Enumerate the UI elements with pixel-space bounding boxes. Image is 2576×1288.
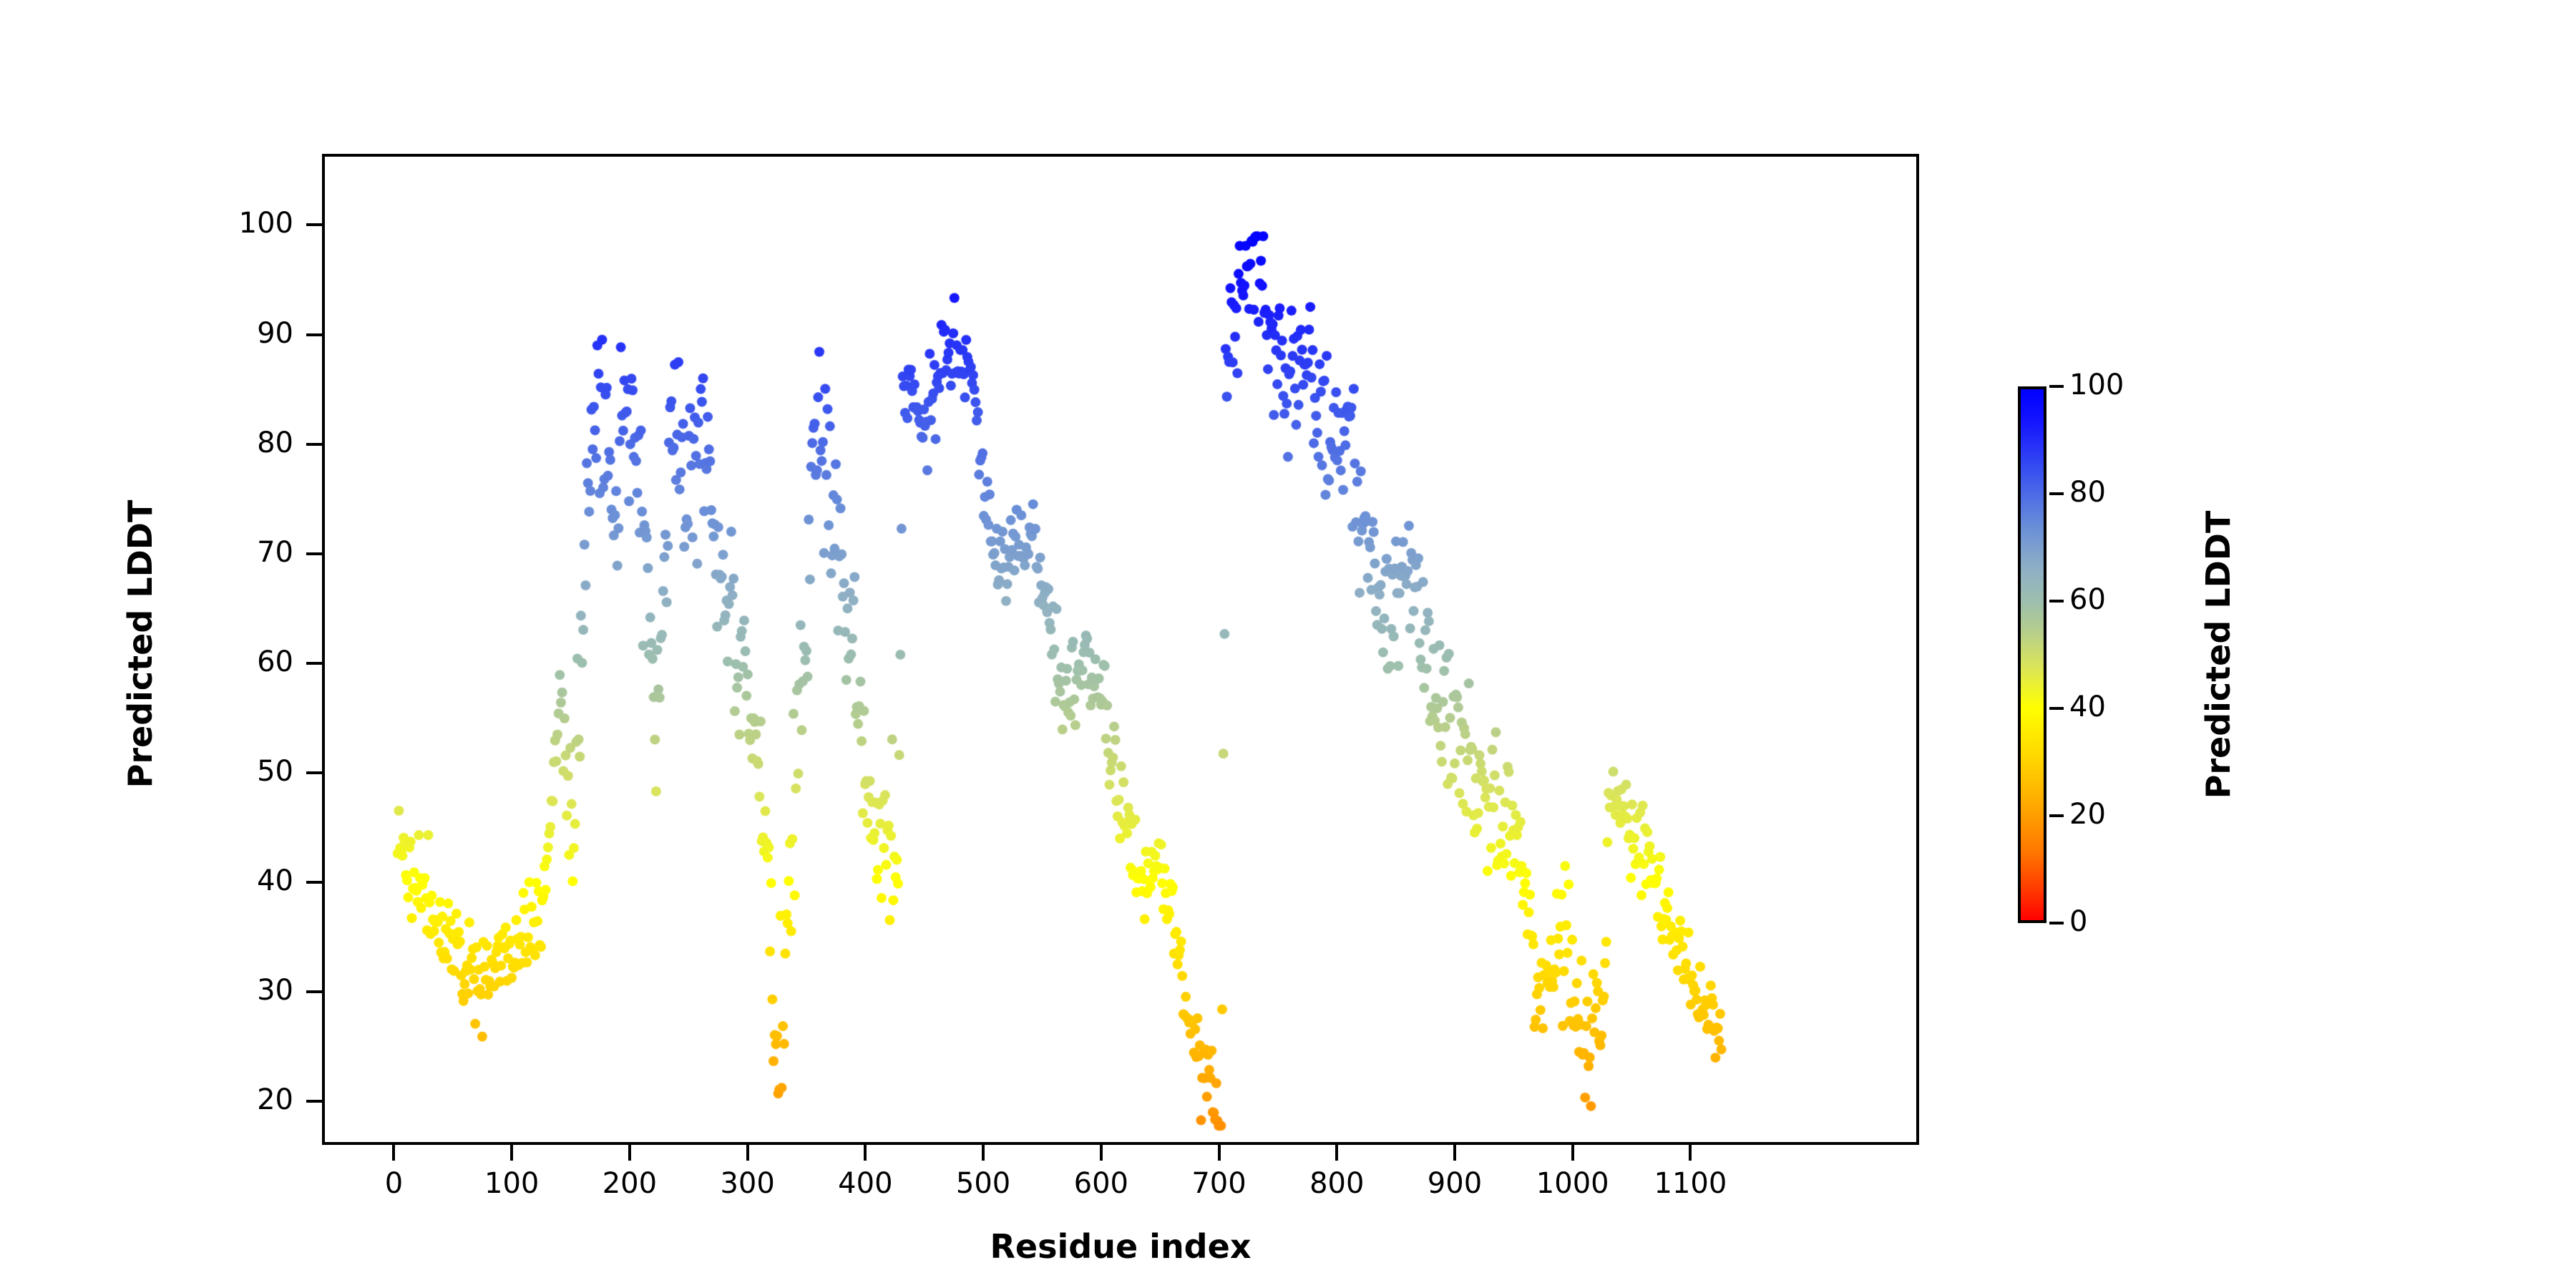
y-tick-label-30: 30	[257, 973, 293, 1007]
x-tick-label-500: 500	[955, 1167, 1011, 1200]
colorbar-tick-label-80: 80	[2069, 476, 2106, 509]
x-tick-label-200: 200	[602, 1167, 658, 1200]
x-tick-label-600: 600	[1073, 1167, 1128, 1200]
colorbar-tick-mark	[2049, 385, 2064, 388]
colorbar-tick-label-40: 40	[2069, 691, 2106, 723]
colorbar-tick-label-100: 100	[2069, 369, 2124, 401]
colorbar-tick-mark	[2049, 707, 2064, 710]
x-tick-mark	[1335, 1145, 1339, 1161]
y-tick-mark	[306, 1099, 322, 1103]
x-tick-mark	[510, 1145, 514, 1161]
y-tick-label-20: 20	[257, 1083, 293, 1116]
x-tick-mark	[1571, 1145, 1574, 1161]
colorbar-tick-mark	[2049, 922, 2064, 924]
colorbar-gradient	[2018, 386, 2046, 923]
x-tick-mark	[746, 1145, 749, 1161]
y-tick-mark	[306, 990, 322, 993]
plot-axes	[322, 154, 1919, 1145]
x-tick-label-900: 900	[1427, 1167, 1483, 1200]
y-axis-label: Predicted LDDT	[121, 499, 160, 789]
x-tick-label-1100: 1100	[1654, 1167, 1727, 1200]
y-tick-mark	[306, 333, 322, 336]
x-tick-label-300: 300	[720, 1167, 775, 1200]
colorbar-label: Predicted LDDT	[2199, 510, 2238, 799]
y-tick-mark	[306, 661, 322, 665]
y-tick-mark	[306, 880, 322, 884]
x-tick-mark	[392, 1145, 396, 1161]
x-tick-mark	[1099, 1145, 1103, 1161]
y-tick-mark	[306, 771, 322, 774]
y-tick-label-60: 60	[257, 645, 293, 678]
x-tick-label-100: 100	[484, 1167, 540, 1200]
y-tick-label-70: 70	[257, 535, 293, 569]
y-tick-label-40: 40	[257, 864, 293, 897]
y-tick-label-90: 90	[257, 316, 293, 350]
y-tick-label-50: 50	[257, 754, 293, 788]
y-tick-mark	[306, 223, 322, 227]
x-tick-label-1000: 1000	[1536, 1167, 1609, 1200]
colorbar	[2018, 386, 2046, 923]
x-tick-mark	[1217, 1145, 1221, 1161]
colorbar-tick-mark	[2049, 492, 2064, 495]
y-tick-label-80: 80	[257, 426, 293, 459]
colorbar-tick-mark	[2049, 600, 2064, 602]
colorbar-tick-label-0: 0	[2069, 905, 2088, 938]
colorbar-tick-mark	[2049, 814, 2064, 817]
y-tick-label-100: 100	[238, 207, 293, 240]
x-tick-label-800: 800	[1309, 1167, 1365, 1200]
x-tick-mark	[1453, 1145, 1456, 1161]
x-tick-mark	[1689, 1145, 1692, 1161]
x-tick-mark	[864, 1145, 867, 1161]
y-tick-mark	[306, 552, 322, 555]
x-tick-mark	[628, 1145, 631, 1161]
x-tick-label-400: 400	[838, 1167, 893, 1200]
scatter-plot-area	[325, 157, 1916, 1142]
x-tick-mark	[982, 1145, 985, 1161]
x-tick-label-700: 700	[1191, 1167, 1246, 1200]
x-axis-label: Residue index	[990, 1227, 1252, 1266]
colorbar-tick-label-60: 60	[2069, 583, 2106, 616]
x-tick-label-0: 0	[384, 1167, 404, 1200]
colorbar-tick-label-20: 20	[2069, 798, 2106, 831]
y-tick-mark	[306, 442, 322, 446]
